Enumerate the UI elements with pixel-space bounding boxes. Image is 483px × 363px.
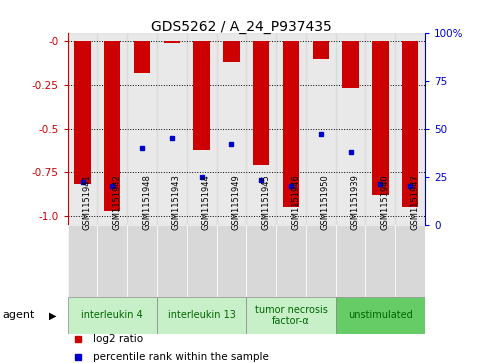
Text: GSM1151946: GSM1151946 (291, 175, 300, 230)
Bar (306, 33, 336, 225)
Bar (395, 33, 425, 225)
Bar (246, 225, 276, 297)
Bar (306, 225, 336, 297)
Bar (98, 33, 127, 225)
Bar (366, 225, 395, 297)
Bar (306, 225, 336, 297)
Text: GSM1151943: GSM1151943 (172, 175, 181, 230)
Text: GSM1151940: GSM1151940 (381, 175, 389, 230)
Bar (68, 225, 98, 297)
Bar (402, 41, 418, 207)
Text: GSM1151947: GSM1151947 (410, 175, 419, 230)
Text: GSM1151939: GSM1151939 (351, 175, 359, 230)
Bar (276, 33, 306, 225)
Bar (216, 225, 246, 297)
Bar (216, 225, 246, 297)
Bar (127, 225, 157, 297)
Text: agent: agent (2, 310, 35, 321)
Text: GSM1151949: GSM1151949 (231, 175, 241, 230)
Text: tumor necrosis
factor-α: tumor necrosis factor-α (255, 305, 327, 326)
Bar (283, 41, 299, 207)
Text: GSM1151942: GSM1151942 (112, 175, 121, 230)
Bar (187, 225, 216, 297)
Text: GSM1151948: GSM1151948 (142, 175, 151, 230)
Bar (336, 33, 366, 225)
Bar (276, 225, 306, 297)
Bar (68, 297, 157, 334)
Bar (157, 297, 246, 334)
Bar (313, 41, 329, 59)
Bar (372, 41, 388, 195)
Text: interleukin 4: interleukin 4 (82, 310, 143, 321)
Bar (395, 225, 425, 297)
Bar (223, 41, 240, 62)
Bar (187, 33, 216, 225)
Bar (157, 225, 187, 297)
Bar (246, 225, 276, 297)
Text: ▶: ▶ (49, 310, 57, 321)
Bar (216, 33, 246, 225)
Text: GDS5262 / A_24_P937435: GDS5262 / A_24_P937435 (151, 20, 332, 34)
Bar (157, 225, 187, 297)
Bar (342, 41, 359, 89)
Bar (98, 225, 127, 297)
Bar (68, 225, 98, 297)
Bar (187, 225, 216, 297)
Text: log2 ratio: log2 ratio (93, 334, 143, 344)
Bar (104, 41, 120, 211)
Text: percentile rank within the sample: percentile rank within the sample (93, 352, 269, 362)
Bar (157, 33, 187, 225)
Bar (98, 225, 127, 297)
Bar (366, 225, 395, 297)
Bar (164, 41, 180, 43)
Text: unstimulated: unstimulated (348, 310, 413, 321)
Bar (246, 297, 336, 334)
Text: GSM1151950: GSM1151950 (321, 175, 330, 230)
Bar (336, 225, 366, 297)
Text: GSM1151944: GSM1151944 (202, 175, 211, 230)
Bar (395, 225, 425, 297)
Bar (134, 41, 150, 73)
Bar (127, 225, 157, 297)
Bar (336, 297, 425, 334)
Text: interleukin 13: interleukin 13 (168, 310, 236, 321)
Bar (336, 225, 366, 297)
Bar (253, 41, 270, 165)
Bar (194, 41, 210, 150)
Text: GSM1151941: GSM1151941 (83, 175, 91, 230)
Bar (74, 41, 91, 184)
Bar (276, 225, 306, 297)
Text: GSM1151945: GSM1151945 (261, 175, 270, 230)
Bar (68, 33, 98, 225)
Bar (246, 33, 276, 225)
Bar (366, 33, 395, 225)
Bar (127, 33, 157, 225)
